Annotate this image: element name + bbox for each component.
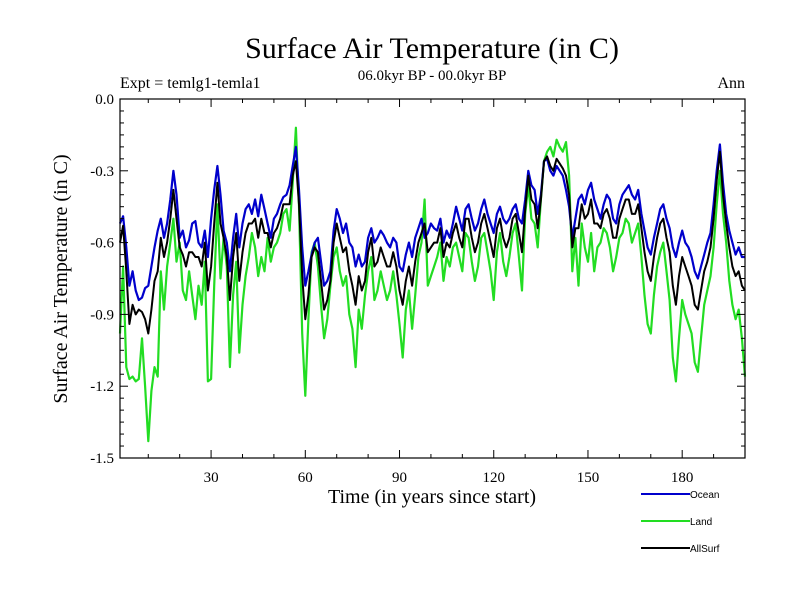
series-line-allsurf (119, 150, 746, 335)
period-label: 06.0kyr BP - 00.0kyr BP (358, 68, 507, 84)
axes: 30 60 90 120 150 180 0.0 -0.3 -0.6 -0.9 -1.2 -1.5 (90, 92, 745, 486)
y-tick-label: -1.2 (90, 379, 114, 395)
legend-label-ocean: Ocean (690, 490, 719, 501)
x-tick-label: 30 (204, 470, 219, 486)
y-tick-label: -0.3 (90, 164, 114, 180)
y-axis-label: Surface Air Temperature (in C) (50, 154, 72, 403)
legend-label-land: Land (690, 517, 712, 528)
x-tick-label: 150 (577, 470, 600, 486)
x-tick-label: 120 (482, 470, 505, 486)
experiment-label: Expt = temlg1-temla1 (120, 75, 261, 92)
series-line-land (118, 126, 747, 443)
legend-label-allsurf: AllSurf (690, 544, 720, 555)
y-tick-label: -1.5 (90, 451, 114, 467)
plot-lines (118, 126, 747, 443)
x-tick-label: 180 (671, 470, 694, 486)
x-tick-label: 60 (298, 470, 313, 486)
x-tick-label: 90 (392, 470, 407, 486)
y-tick-label: -0.6 (90, 236, 114, 252)
y-tick-label: 0.0 (95, 92, 114, 108)
chart-title: Surface Air Temperature (in C) (245, 32, 619, 65)
y-tick-label: -0.9 (90, 307, 114, 323)
legend: Ocean Land AllSurf (641, 490, 720, 555)
season-label: Ann (717, 75, 745, 92)
x-axis-label: Time (in years since start) (328, 486, 536, 508)
series-line-ocean (118, 143, 745, 302)
